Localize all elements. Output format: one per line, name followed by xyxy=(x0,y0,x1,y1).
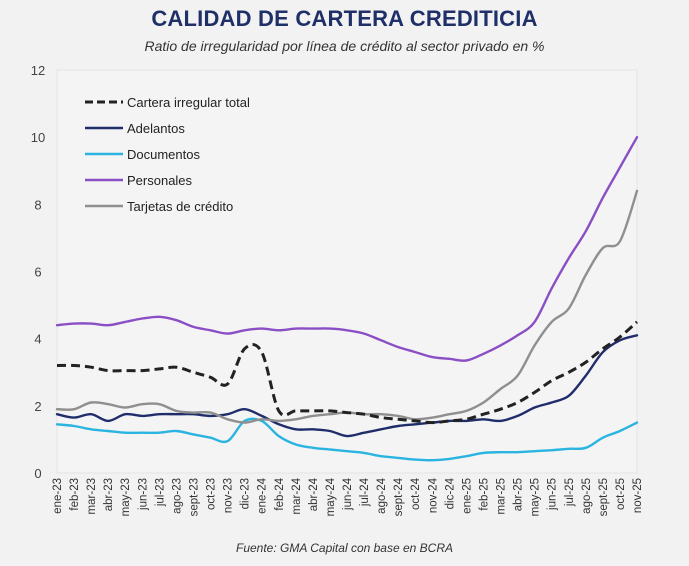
x-tick-label: abr-24 xyxy=(308,477,320,511)
x-tick-label: oct-25 xyxy=(615,478,627,510)
x-tick-label: sept-25 xyxy=(598,478,610,516)
x-tick-label: feb-23 xyxy=(69,478,81,511)
x-tick-label: ago-23 xyxy=(171,478,183,514)
x-tick-label: may-25 xyxy=(530,478,542,516)
series-line-documentos xyxy=(55,417,639,462)
y-axis-ticks: 0 2 4 6 8 10 12 xyxy=(31,63,45,481)
x-axis-ticks: ene-23 feb-23 mar-23 abr-23 may-23 jun-23 jul-… xyxy=(52,477,644,516)
x-tick-label: jun-25 xyxy=(547,478,559,511)
x-tick-label: ago-25 xyxy=(581,478,593,514)
x-tick-label: ene-25 xyxy=(461,478,473,514)
series-lines xyxy=(55,136,639,462)
legend-label-tarjetas-de-credito: Tarjetas de crédito xyxy=(127,199,233,214)
x-tick-label: ene-24 xyxy=(257,477,269,513)
y-tick-label: 0 xyxy=(34,466,41,481)
chart-title: CALIDAD DE CARTERA CREDITICIA xyxy=(151,6,538,31)
chart-subtitle: Ratio de irregularidad por línea de créd… xyxy=(144,38,545,54)
y-tick-label: 8 xyxy=(34,197,41,212)
x-tick-label: mar-25 xyxy=(496,478,508,514)
legend-label-cartera-irregular-total: Cartera irregular total xyxy=(127,95,250,110)
x-tick-label: dic-24 xyxy=(444,477,456,509)
y-tick-label: 4 xyxy=(34,332,41,347)
x-tick-label: sept-24 xyxy=(393,477,405,516)
source-note: Fuente: GMA Capital con base en BCRA xyxy=(236,541,453,555)
x-tick-label: dic-23 xyxy=(240,478,252,509)
x-tick-label: oct-24 xyxy=(410,477,422,510)
series-line-cartera-irregular-total xyxy=(56,320,638,425)
x-tick-label: jul-23 xyxy=(154,478,166,507)
x-tick-label: nov-25 xyxy=(632,478,644,513)
series-line-adelantos xyxy=(55,334,639,438)
y-tick-label: 12 xyxy=(31,63,45,78)
legend: Cartera irregular total Adelantos Document… xyxy=(85,95,250,214)
x-tick-label: jul-25 xyxy=(564,478,576,507)
x-tick-label: ago-24 xyxy=(376,477,388,513)
x-tick-label: nov-24 xyxy=(427,477,439,513)
y-tick-label: 2 xyxy=(34,399,41,414)
x-tick-label: may-23 xyxy=(120,478,132,516)
x-tick-label: nov-23 xyxy=(223,478,235,513)
x-tick-label: feb-25 xyxy=(478,478,490,511)
x-tick-label: mar-24 xyxy=(291,477,303,514)
series-line-personales xyxy=(55,136,639,362)
x-tick-label: feb-24 xyxy=(274,477,286,510)
x-tick-label: jul-24 xyxy=(359,477,371,507)
y-tick-label: 6 xyxy=(34,265,41,280)
legend-label-documentos: Documentos xyxy=(127,147,200,162)
x-tick-label: abr-23 xyxy=(103,478,115,511)
x-tick-label: mar-23 xyxy=(86,478,98,514)
x-tick-label: abr-25 xyxy=(513,478,525,511)
legend-label-personales: Personales xyxy=(127,173,193,188)
x-tick-label: sept-23 xyxy=(188,478,200,516)
x-tick-label: may-24 xyxy=(325,477,337,516)
x-tick-label: ene-23 xyxy=(52,478,64,514)
y-tick-label: 10 xyxy=(31,130,45,145)
x-tick-label: oct-23 xyxy=(206,478,218,510)
x-tick-label: jun-23 xyxy=(137,478,149,511)
x-tick-label: jun-24 xyxy=(342,477,354,511)
legend-label-adelantos: Adelantos xyxy=(127,121,185,136)
